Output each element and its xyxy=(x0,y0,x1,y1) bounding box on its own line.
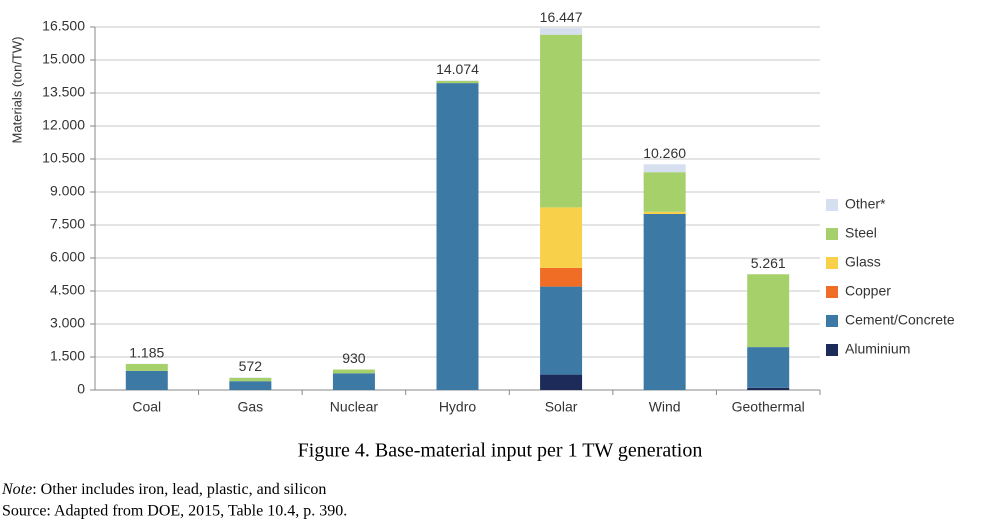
legend-label: Glass xyxy=(845,254,881,270)
x-tick-label: Hydro xyxy=(439,399,477,415)
y-tick-label: 0 xyxy=(77,381,85,397)
x-tick-label: Solar xyxy=(545,399,578,415)
legend-swatch xyxy=(826,344,838,356)
y-tick-label: 1.500 xyxy=(50,348,85,364)
bar-segment xyxy=(747,388,789,390)
legend-swatch xyxy=(826,228,838,240)
bar-segment xyxy=(540,28,582,35)
source: Source: Adapted from DOE, 2015, Table 10… xyxy=(2,503,347,520)
y-axis-label: Materials (ton/TW) xyxy=(9,37,24,144)
bar-segment xyxy=(229,381,271,390)
bar-segment xyxy=(747,274,789,347)
x-tick-label: Nuclear xyxy=(330,399,379,415)
bar-segment xyxy=(333,373,375,390)
legend-swatch xyxy=(826,257,838,269)
bar-segment xyxy=(126,371,168,390)
bar-segment xyxy=(644,164,686,172)
bar-segment xyxy=(747,347,789,388)
x-tick-label: Geothermal xyxy=(732,399,805,415)
x-tick-label: Wind xyxy=(649,399,681,415)
legend-label: Steel xyxy=(845,225,877,241)
total-label: 16.447 xyxy=(540,9,583,25)
bar-segment xyxy=(126,364,168,371)
bar-segment xyxy=(540,207,582,268)
y-tick-label: 3.000 xyxy=(50,315,85,331)
total-label: 14.074 xyxy=(436,61,479,77)
x-tick-label: Gas xyxy=(238,399,264,415)
legend-label: Other* xyxy=(845,196,886,212)
bar-segment xyxy=(333,370,375,374)
total-label: 10.260 xyxy=(643,145,686,161)
bar-segment xyxy=(540,375,582,390)
bar-segment xyxy=(644,214,686,390)
legend-swatch xyxy=(826,199,838,211)
total-label: 930 xyxy=(342,350,366,366)
y-tick-label: 16.500 xyxy=(42,18,85,34)
y-tick-label: 10.500 xyxy=(42,150,85,166)
bar-segment xyxy=(540,268,582,287)
legend-swatch xyxy=(826,286,838,298)
legend-label: Cement/Concrete xyxy=(845,312,955,328)
total-label: 572 xyxy=(239,358,263,374)
y-tick-label: 6.000 xyxy=(50,249,85,265)
total-label: 1.185 xyxy=(129,345,164,361)
y-tick-label: 12.000 xyxy=(42,117,85,133)
legend-label: Copper xyxy=(845,283,891,299)
bar-segment xyxy=(644,172,686,212)
y-tick-label: 9.000 xyxy=(50,183,85,199)
bar-segment xyxy=(540,287,582,375)
y-tick-label: 4.500 xyxy=(50,282,85,298)
y-tick-label: 7.500 xyxy=(50,216,85,232)
bar-segment xyxy=(437,80,479,81)
legend-label: Aluminium xyxy=(845,341,910,357)
bar-segment xyxy=(229,378,271,381)
note: Note: Other includes iron, lead, plastic… xyxy=(1,481,326,498)
bar-segment xyxy=(437,81,479,83)
y-tick-label: 13.500 xyxy=(42,84,85,100)
bar-segment xyxy=(540,35,582,208)
note-label: Note xyxy=(1,481,32,498)
x-tick-label: Coal xyxy=(132,399,161,415)
total-label: 5.261 xyxy=(751,255,786,271)
legend-swatch xyxy=(826,315,838,327)
note-text: : Other includes iron, lead, plastic, an… xyxy=(32,481,326,498)
bar-segment xyxy=(644,212,686,214)
bar-segment xyxy=(437,83,479,390)
caption: Figure 4. Base-material input per 1 TW g… xyxy=(298,440,703,462)
y-tick-label: 15.000 xyxy=(42,51,85,67)
